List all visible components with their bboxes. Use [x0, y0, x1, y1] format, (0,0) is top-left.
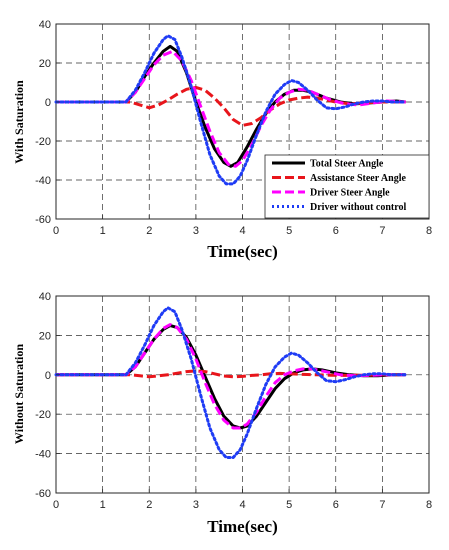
panel-without-saturation: 0 1 2 3 4 5 6 7 8 -60 -40 -20 0 20 40 Time(sec) Witho…: [12, 291, 432, 536]
x-tick-label: 1: [100, 225, 106, 237]
y-tick-label: 20: [39, 330, 51, 342]
y-tick-label: -60: [35, 214, 51, 226]
y-axis-label: With Saturation: [12, 80, 26, 164]
y-tick-label: -40: [35, 175, 51, 187]
x-tick-label: 8: [426, 499, 432, 511]
y-tick-label: 0: [45, 97, 51, 109]
legend-label-3: Driver without control: [310, 202, 407, 213]
x-tick-label: 6: [333, 499, 339, 511]
x-tick-label: 4: [239, 225, 245, 237]
y-tick-label: -40: [35, 449, 51, 461]
legend: Total Steer Angle Assistance Steer Angle D…: [264, 154, 430, 219]
y-axis-label: Without Saturation: [12, 344, 26, 444]
series-line-1: [56, 85, 406, 127]
x-tick-label: 8: [426, 225, 432, 237]
y-tick-label: 40: [39, 291, 51, 303]
legend-label-0: Total Steer Angle: [310, 159, 384, 170]
series-group: [54, 306, 408, 459]
y-tick-label: -20: [35, 136, 51, 148]
x-tick-label: 6: [333, 225, 339, 237]
x-tick-label: 2: [146, 225, 152, 237]
y-tick-label: 20: [39, 58, 51, 70]
x-tick-labels: 0 1 2 3 4 5 6 7 8: [53, 489, 432, 511]
y-tick-label: 0: [45, 370, 51, 382]
x-tick-label: 1: [100, 499, 106, 511]
y-tick-labels: -60 -40 -20 0 20 40: [35, 291, 60, 500]
x-tick-label: 3: [193, 225, 199, 237]
x-axis-label: Time(sec): [207, 242, 278, 261]
y-tick-labels: -60 -40 -20 0 20 40: [35, 19, 60, 226]
grid-lines: [56, 24, 429, 219]
y-tick-label: 40: [39, 19, 51, 31]
series-group: [54, 34, 408, 186]
x-tick-label: 7: [379, 499, 385, 511]
x-tick-label: 3: [193, 499, 199, 511]
x-tick-label: 5: [286, 499, 292, 511]
x-tick-label: 0: [53, 499, 59, 511]
panel-with-saturation: 0 1 2 3 4 5 6 7 8 -60 -40 -20 0 20 40 Time(sec) With …: [12, 19, 432, 261]
legend-label-1: Assistance Steer Angle: [310, 173, 406, 184]
x-tick-label: 4: [239, 499, 245, 511]
x-tick-label: 5: [286, 225, 292, 237]
x-axis-label: Time(sec): [207, 517, 278, 536]
series-line-3: [54, 306, 408, 459]
legend-label-2: Driver Steer Angle: [310, 188, 390, 199]
plot-area: [55, 295, 430, 494]
series-line-2: [56, 323, 406, 430]
series-line-2: [56, 49, 406, 168]
y-tick-label: -20: [35, 409, 51, 421]
x-tick-label: 7: [379, 225, 385, 237]
series-line-3: [54, 34, 408, 186]
legend-items: Total Steer Angle Assistance Steer Angle D…: [272, 159, 407, 213]
x-tick-label: 2: [146, 499, 152, 511]
x-tick-label: 0: [53, 225, 59, 237]
y-tick-label: -60: [35, 488, 51, 500]
series-line-1: [56, 369, 406, 379]
